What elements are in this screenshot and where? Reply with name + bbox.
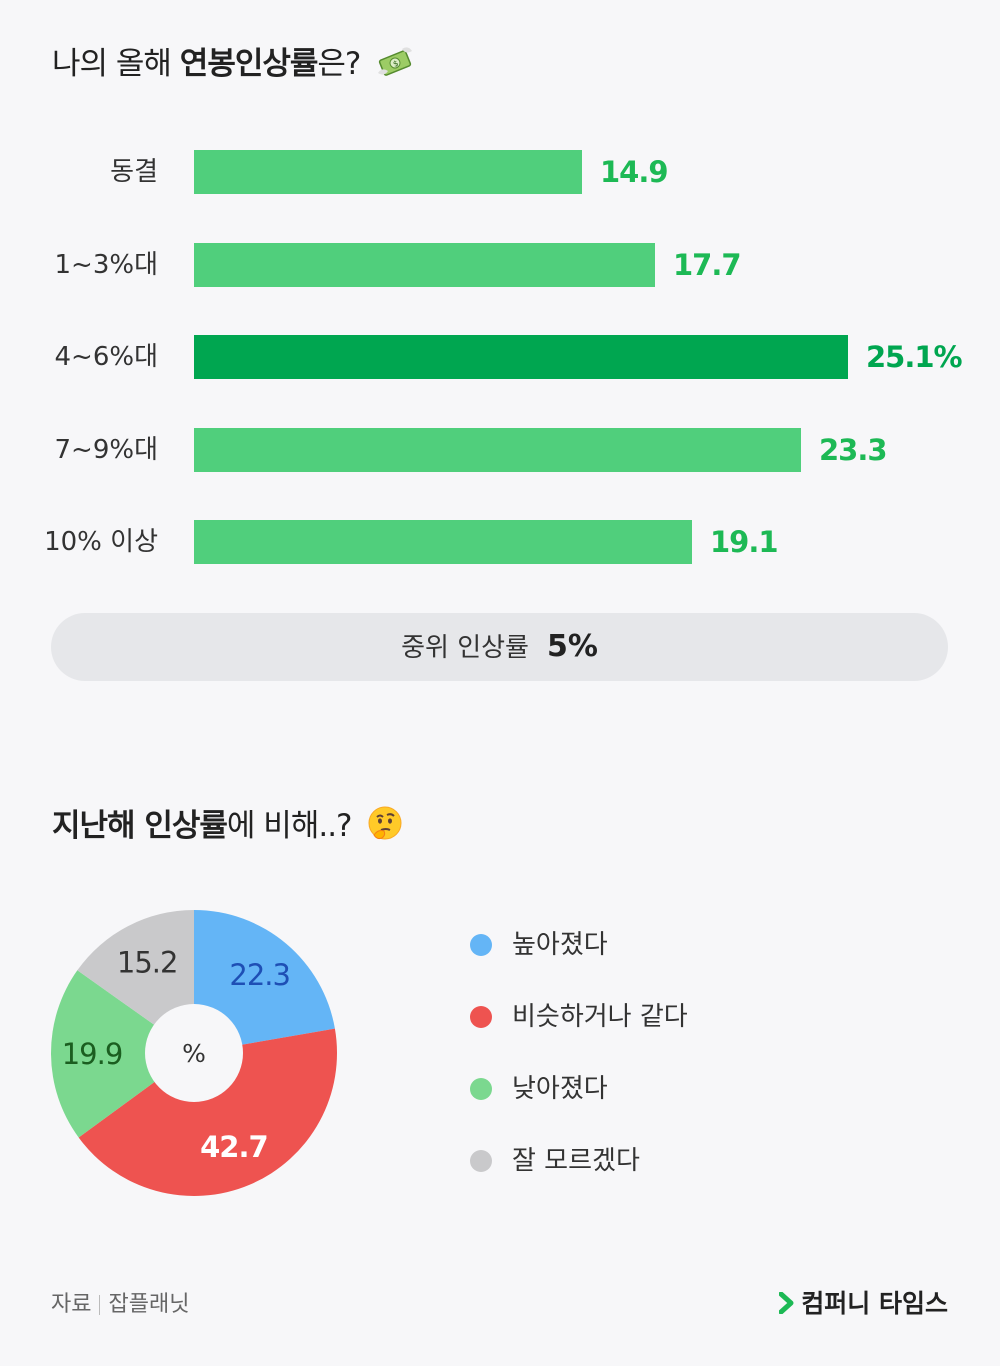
title2-suffix: 에 비해..? bbox=[226, 808, 353, 844]
pie-center-label: % bbox=[182, 1039, 206, 1068]
thinking-face-icon bbox=[366, 805, 404, 851]
bar-category-label: 4~6%대 bbox=[54, 342, 159, 372]
median-label: 중위 인상률 bbox=[401, 633, 529, 663]
brand-logo: 컴퍼니 타임스 bbox=[778, 1284, 948, 1320]
pie-chart: 22.3 42.7 19.9 15.2% bbox=[50, 910, 337, 1196]
title-suffix: 은? bbox=[317, 46, 361, 82]
source-label: 자료 bbox=[51, 1292, 92, 1317]
legend-swatch bbox=[470, 1078, 492, 1100]
title-bold: 연봉인상률 bbox=[179, 46, 319, 82]
bar-value-label: 25.1% bbox=[866, 340, 963, 374]
bar bbox=[194, 150, 582, 194]
bar-row: 동결 14.9 bbox=[0, 150, 1000, 194]
bar-chart-title: 나의 올해 연봉인상률은? $ bbox=[52, 38, 415, 89]
bar-value-label: 14.9 bbox=[600, 155, 669, 189]
bar-category-label: 동결 bbox=[110, 157, 158, 187]
legend-swatch bbox=[470, 1006, 492, 1028]
source-separator bbox=[99, 1295, 101, 1315]
bar-row: 7~9%대 23.3 bbox=[0, 428, 1000, 472]
pie-slice bbox=[50, 970, 194, 1138]
pie-value-label: 19.9 bbox=[62, 1037, 123, 1071]
source-note: 자료 잡플래닛 bbox=[51, 1286, 189, 1318]
legend-swatch bbox=[470, 934, 492, 956]
bar-value-label: 17.7 bbox=[673, 248, 742, 282]
pie-chart-title: 지난해 인상률에 비해..? bbox=[52, 800, 404, 851]
bar-category-label: 10% 이상 bbox=[44, 527, 158, 557]
pie-value-label: 22.3 bbox=[229, 958, 290, 992]
bar-value-label: 19.1 bbox=[710, 525, 779, 559]
legend-label: 높아졌다 bbox=[512, 930, 608, 960]
title-prefix: 나의 올해 bbox=[52, 46, 180, 82]
bar-row: 1~3%대 17.7 bbox=[0, 243, 1000, 287]
median-value: 5% bbox=[546, 629, 598, 664]
bar bbox=[194, 428, 801, 472]
bar bbox=[194, 520, 692, 564]
legend-label: 낮아졌다 bbox=[512, 1074, 608, 1104]
brand-name: 컴퍼니 타임스 bbox=[801, 1289, 948, 1318]
bar-category-label: 7~9%대 bbox=[54, 435, 159, 465]
svg-text:$: $ bbox=[392, 58, 400, 68]
title2-bold: 지난해 인상률 bbox=[52, 808, 228, 844]
bar-row: 10% 이상 19.1 bbox=[0, 520, 1000, 564]
chevron-right-icon bbox=[778, 1291, 795, 1320]
pie-slice bbox=[78, 1028, 337, 1196]
pie-value-label: 15.2 bbox=[117, 945, 178, 979]
source-name: 잡플래닛 bbox=[108, 1292, 190, 1317]
legend-label: 비슷하거나 같다 bbox=[512, 1002, 688, 1032]
legend-swatch bbox=[470, 1150, 492, 1172]
bar bbox=[194, 335, 848, 379]
pie-value-label: 42.7 bbox=[200, 1130, 268, 1164]
legend-label: 잘 모르겠다 bbox=[512, 1146, 640, 1176]
pie-center-hole bbox=[145, 1004, 243, 1102]
pie-slice bbox=[194, 910, 335, 1053]
median-pill: 중위 인상률 5% bbox=[51, 613, 948, 681]
bar-row: 4~6%대 25.1% bbox=[0, 335, 1000, 379]
money-with-wings-icon: $ bbox=[375, 43, 415, 89]
bar-category-label: 1~3%대 bbox=[54, 250, 159, 280]
bar bbox=[194, 243, 655, 287]
bar-value-label: 23.3 bbox=[819, 433, 888, 467]
